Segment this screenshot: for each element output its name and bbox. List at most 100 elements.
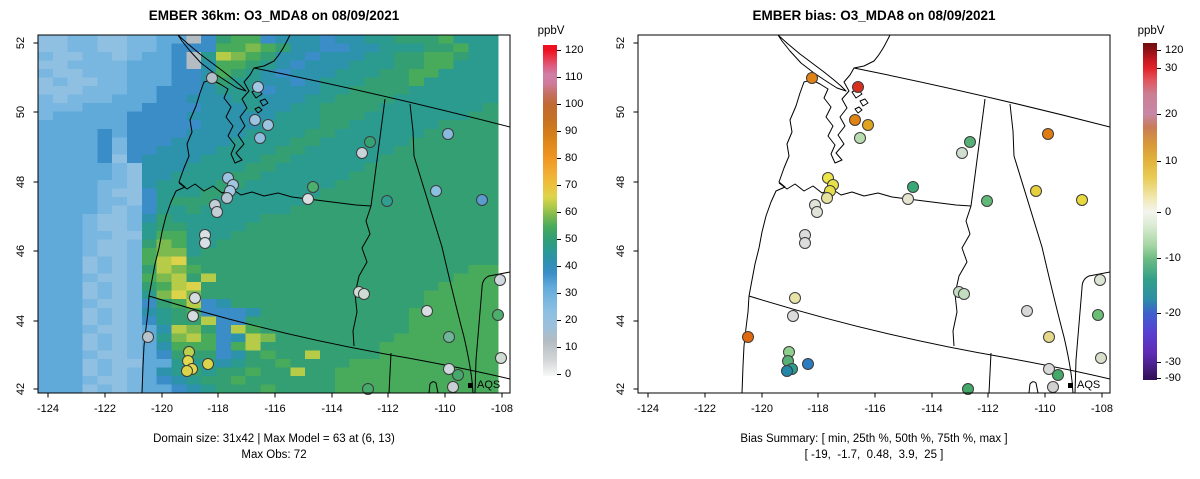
station-dot xyxy=(476,194,488,206)
x-tick-label: -120 xyxy=(150,403,174,415)
station-dot xyxy=(443,363,455,375)
colorbar-tick xyxy=(1157,258,1161,259)
station-dot xyxy=(189,292,201,304)
x-tick-label: -124 xyxy=(636,403,660,415)
station-dot xyxy=(1076,194,1088,206)
aqs-marker-icon xyxy=(1068,382,1073,388)
station-dot xyxy=(221,192,233,204)
station-dot xyxy=(302,193,314,205)
station-dot xyxy=(854,132,866,144)
colorbar-tick xyxy=(557,77,561,78)
station-dot xyxy=(181,365,193,377)
station-dot xyxy=(1094,274,1106,286)
colorbar-tick-label: -10 xyxy=(1165,252,1181,264)
colorbar-tick xyxy=(557,266,561,267)
colorbar-tick-label: 20 xyxy=(1165,108,1178,120)
caption-max-obs: Max Obs: 72 xyxy=(241,449,307,461)
colorbar-tick-label: 40 xyxy=(565,260,578,272)
station-dot xyxy=(443,331,455,343)
x-tick-label: -114 xyxy=(321,403,343,415)
station-dot xyxy=(381,195,393,207)
colorbar-tick-label: 100 xyxy=(565,98,584,110)
x-tick-label: -110 xyxy=(434,403,456,415)
x-tick-label: -112 xyxy=(377,403,399,415)
model-colorbar xyxy=(543,45,557,376)
station-dot xyxy=(802,358,814,370)
colorbar-tick-label: 30 xyxy=(565,287,578,299)
station-dot xyxy=(356,147,368,159)
station-dot xyxy=(811,206,823,218)
colorbar-tick-label: -90 xyxy=(1165,372,1181,384)
colorbar-tick xyxy=(557,320,561,321)
colorbar-tick xyxy=(557,374,561,375)
colorbar-tick xyxy=(1157,212,1161,213)
station-dot xyxy=(187,310,199,322)
station-dot xyxy=(358,288,370,300)
colorbar-tick xyxy=(1157,378,1161,379)
x-tick-label: -122 xyxy=(93,403,117,415)
y-tick-label: 42 xyxy=(15,382,27,396)
station-dot xyxy=(307,181,319,193)
colorbar-tick-label: 70 xyxy=(565,179,578,191)
colorbar-tick-label: 0 xyxy=(565,368,572,380)
station-dot xyxy=(1092,309,1104,321)
aqs-legend: AQS xyxy=(468,379,500,391)
colorbar-tick-label: 60 xyxy=(565,206,578,218)
colorbar-tick-label: 0 xyxy=(1165,206,1172,218)
y-tick-label: 44 xyxy=(15,314,27,328)
caption-bias-summary-values: [ -19, -1.7, 0.48, 3.9, 25 ] xyxy=(804,449,944,461)
model-map-plot xyxy=(33,34,511,398)
colorbar-tick xyxy=(557,212,561,213)
x-tick-label: -124 xyxy=(36,403,60,415)
station-dot xyxy=(442,128,454,140)
caption-bias-summary-header: Bias Summary: [ min, 25th %, 50th %, 75t… xyxy=(740,433,1008,445)
station-dots-bias xyxy=(742,72,1107,395)
station-dot xyxy=(421,305,433,317)
station-dot xyxy=(849,114,861,126)
plot-box xyxy=(37,34,511,394)
colorbar-tick xyxy=(1157,50,1161,51)
y-tick-label: 46 xyxy=(615,244,627,258)
y-tick-label: 50 xyxy=(615,105,627,119)
station-dot xyxy=(262,119,274,131)
colorbar-units-label: ppbV xyxy=(1137,25,1165,37)
colorbar-units-label: ppbV xyxy=(537,25,565,37)
station-dot xyxy=(1052,369,1064,381)
station-dot xyxy=(907,181,919,193)
colorbar-tick-label: 20 xyxy=(565,314,578,326)
station-dot xyxy=(902,193,914,205)
x-tick-label: -108 xyxy=(490,403,514,415)
x-tick-label: -110 xyxy=(1034,403,1056,415)
model-map-panel: EMBER 36km: O3_MDA8 on 08/09/2021 AQS pp… xyxy=(15,8,584,461)
station-dot xyxy=(852,81,864,93)
colorbar-tick xyxy=(557,104,561,105)
station-dot xyxy=(1095,352,1107,364)
x-tick-label: -114 xyxy=(921,403,943,415)
colorbar-tick-label: 120 xyxy=(565,44,584,56)
station-dot xyxy=(430,185,442,197)
colorbar-tick xyxy=(557,131,561,132)
colorbar-tick xyxy=(1157,68,1161,69)
y-tick-label: 48 xyxy=(15,175,27,189)
colorbar-tick-label: 120 xyxy=(1165,44,1184,56)
y-tick-label: 52 xyxy=(615,36,627,50)
station-dot xyxy=(249,114,261,126)
aqs-legend: AQS xyxy=(1068,379,1100,391)
y-tick-label: 42 xyxy=(615,382,627,396)
colorbar-tick xyxy=(557,50,561,51)
colorbar-tick xyxy=(557,158,561,159)
colorbar-tick xyxy=(1157,114,1161,115)
station-dot xyxy=(1043,363,1055,375)
station-dot xyxy=(958,288,970,300)
page-title-left: EMBER 36km: O3_MDA8 on 08/09/2021 xyxy=(148,8,400,23)
x-tick-label: -112 xyxy=(977,403,999,415)
station-dot xyxy=(799,237,811,249)
colorbar-tick-label: 30 xyxy=(1165,62,1178,74)
station-dot xyxy=(1030,185,1042,197)
colorbar-tick-label: 10 xyxy=(1165,155,1178,167)
station-dot xyxy=(364,136,376,148)
bias-map-plot xyxy=(633,34,1111,398)
colorbar-tick-label: 110 xyxy=(565,71,583,83)
station-dot xyxy=(492,309,504,321)
